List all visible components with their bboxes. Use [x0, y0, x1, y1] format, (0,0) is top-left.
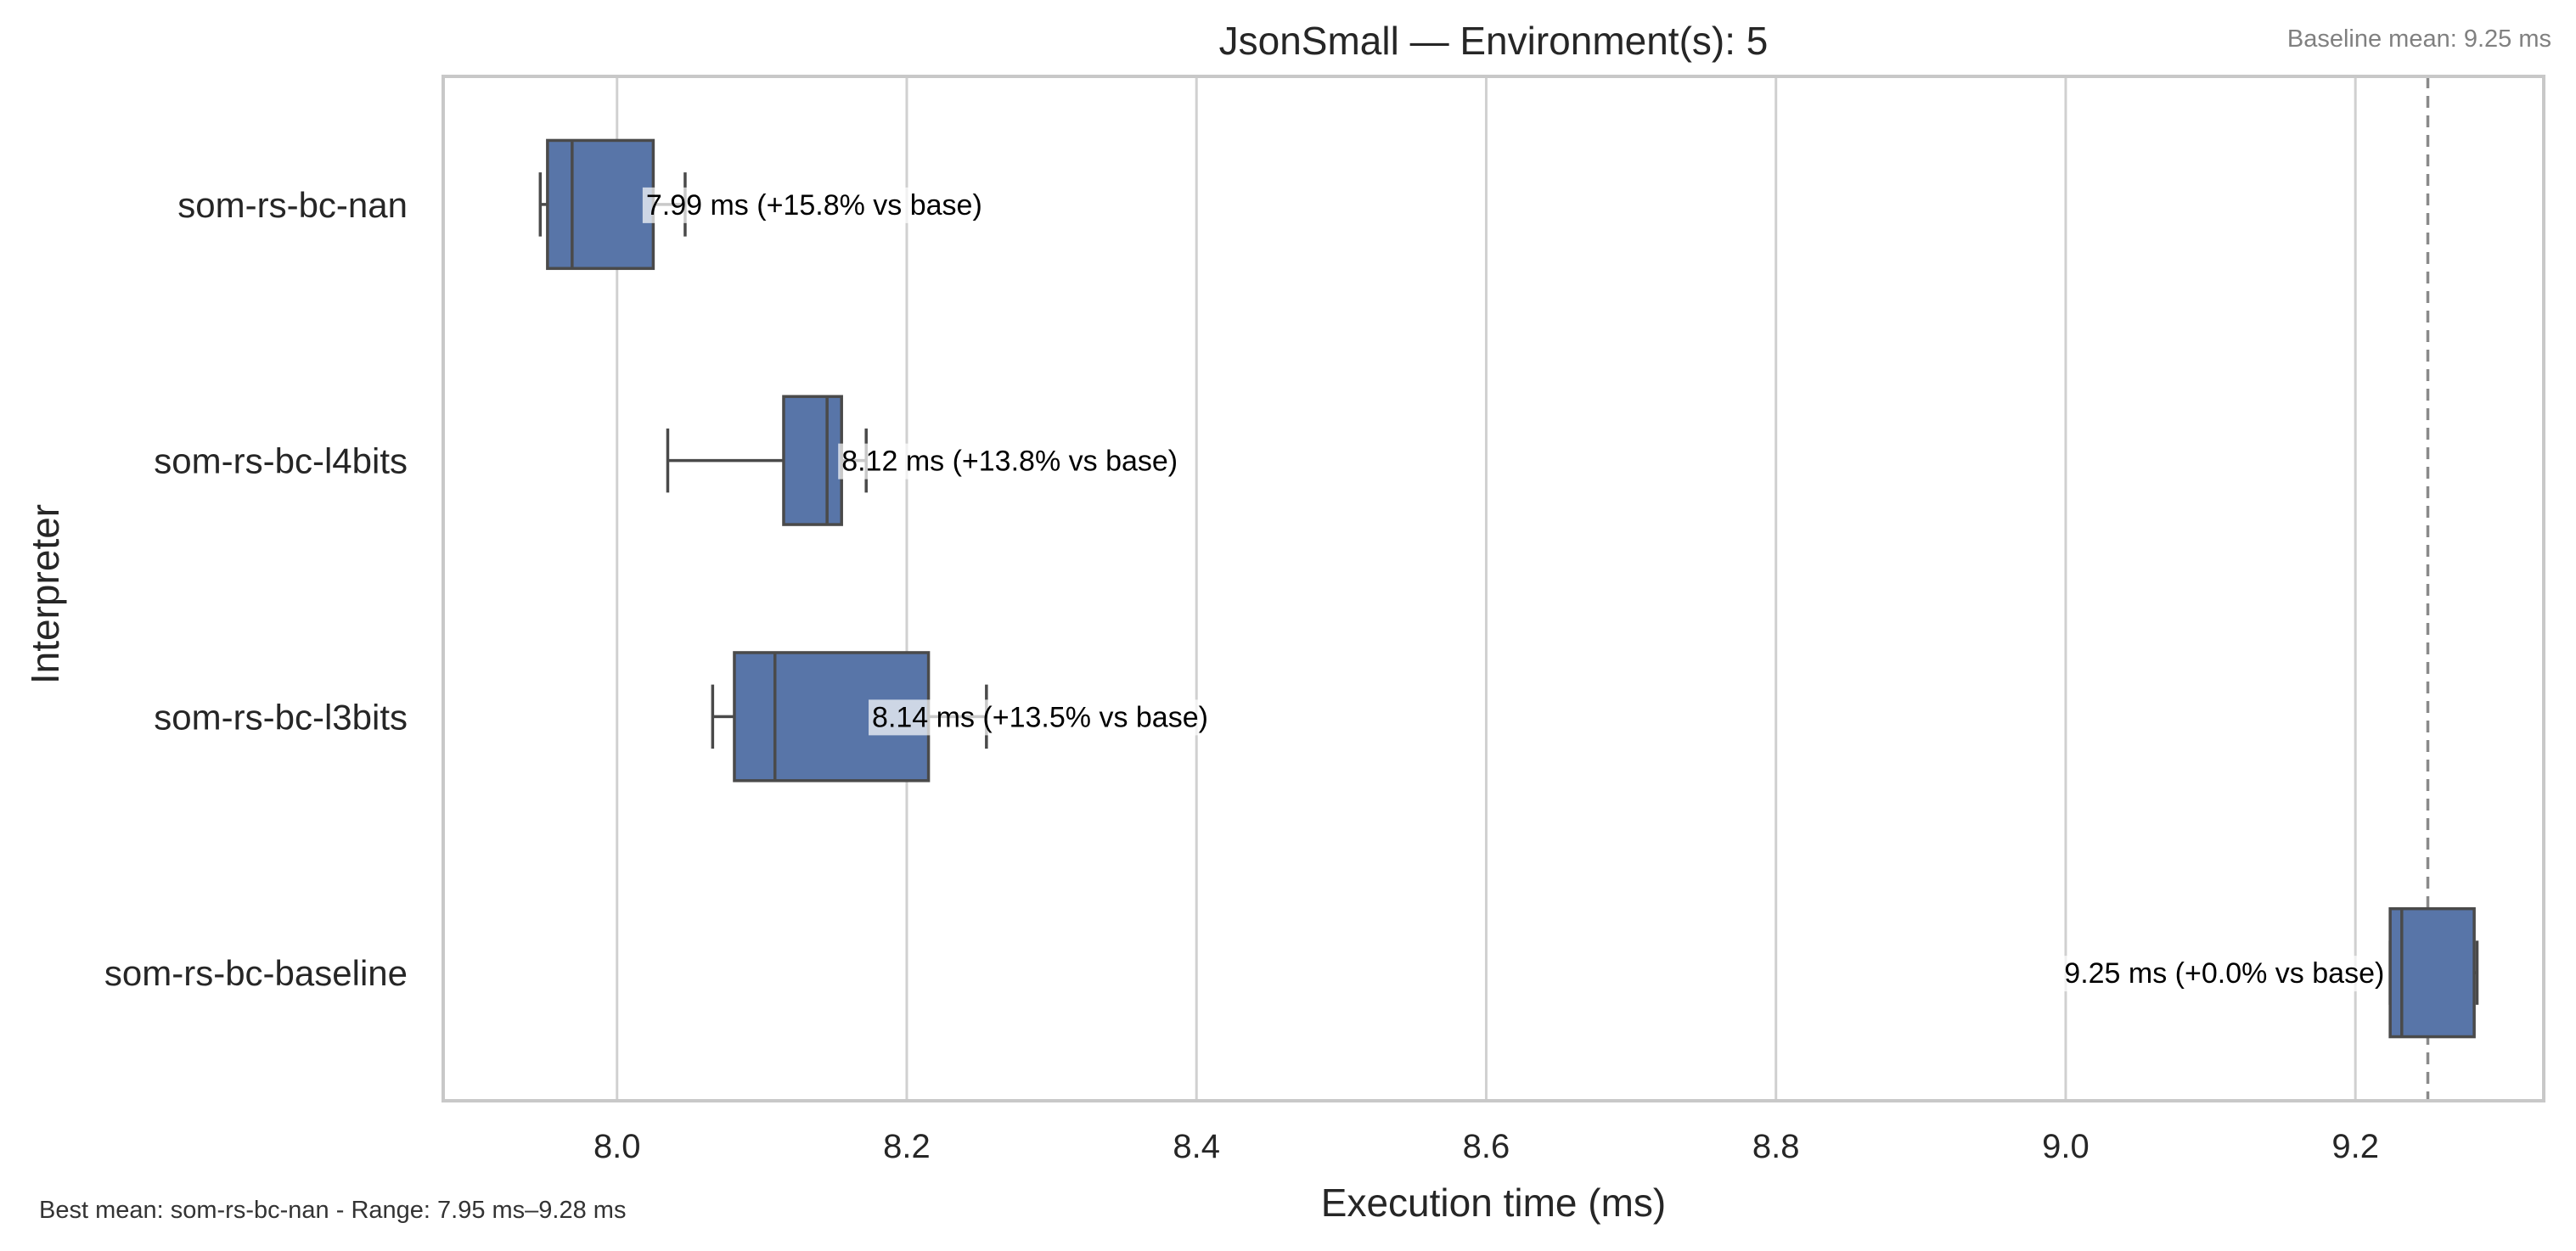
annotation-background [869, 699, 1212, 736]
x-tick-label-3: 8.6 [1463, 1128, 1510, 1165]
iqr-box [2388, 906, 2476, 1039]
iqr-box [546, 138, 655, 271]
annotation-background [838, 443, 1182, 480]
annotation-text: 8.12 ms (+13.8% vs base) [841, 446, 1178, 478]
box-group-som-rs-bc-baseline [2388, 906, 2479, 1039]
y-axis-title: Interpreter [23, 504, 67, 684]
x-axis-title: Execution time (ms) [1321, 1181, 1666, 1225]
boxes-layer [538, 138, 2479, 1039]
category-label-som-rs-bc-baseline: som-rs-bc-baseline [104, 953, 408, 993]
annotation-text: 8.14 ms (+13.5% vs base) [872, 701, 1208, 733]
annotation-background [642, 187, 986, 223]
annotation-text: 9.25 ms (+0.0% vs base) [2064, 957, 2384, 990]
x-tick-label-2: 8.4 [1173, 1128, 1220, 1165]
x-tick-label-6: 9.2 [2331, 1128, 2379, 1165]
x-tick-labels: 8.0 8.2 8.4 8.6 8.8 9.0 9.2 [593, 1128, 2379, 1165]
category-labels: som-rs-bc-nan som-rs-bc-l4bits som-rs-bc-l… [104, 185, 408, 993]
annotation-som-rs-bc-l4bits: 8.12 ms (+13.8% vs base) [838, 443, 1182, 480]
x-tick-label-0: 8.0 [593, 1128, 641, 1165]
category-label-som-rs-bc-l4bits: som-rs-bc-l4bits [154, 441, 408, 481]
category-label-som-rs-bc-l3bits: som-rs-bc-l3bits [154, 697, 408, 737]
annotation-som-rs-bc-baseline: 9.25 ms (+0.0% vs base) [2061, 956, 2388, 992]
box-group-som-rs-bc-l4bits [666, 395, 868, 526]
annotation-text: 7.99 ms (+15.8% vs base) [646, 189, 982, 222]
x-tick-label-5: 9.0 [2042, 1128, 2089, 1165]
iqr-box [782, 395, 843, 526]
x-tick-label-4: 8.8 [1752, 1128, 1800, 1165]
footer-summary: Best mean: som-rs-bc-nan - Range: 7.95 m… [39, 1197, 626, 1224]
x-tick-label-1: 8.2 [883, 1128, 931, 1165]
chart-title: JsonSmall — Environment(s): 5 [1219, 19, 1769, 63]
category-label-som-rs-bc-nan: som-rs-bc-nan [177, 185, 408, 225]
baseline-note: Baseline mean: 9.25 ms [2287, 25, 2551, 53]
plot-frame [442, 75, 2545, 1102]
annotation-som-rs-bc-nan: 7.99 ms (+15.8% vs base) [642, 187, 986, 223]
annotation-background [2061, 956, 2388, 992]
annotation-som-rs-bc-l3bits: 8.14 ms (+13.5% vs base) [869, 699, 1212, 736]
annotations-layer: 7.99 ms (+15.8% vs base) 8.12 ms (+13.8% … [642, 187, 2388, 992]
